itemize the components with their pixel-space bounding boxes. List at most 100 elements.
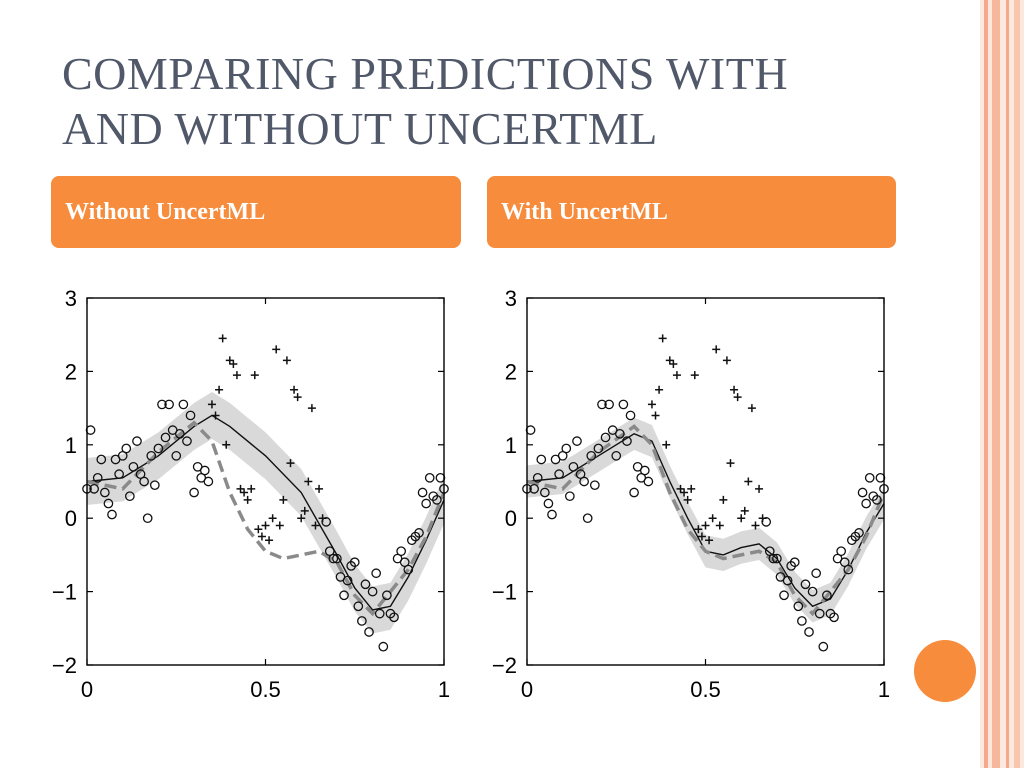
observation-circle <box>554 469 564 480</box>
observation-plus <box>293 393 302 402</box>
x-tick-label: 0 <box>521 677 533 702</box>
y-tick-label: 0 <box>505 506 517 531</box>
x-tick-label: 0.5 <box>690 677 721 702</box>
observation-circle <box>625 410 636 421</box>
observation-circle <box>382 590 392 601</box>
observation-circle <box>171 450 182 461</box>
observation-plus <box>715 521 724 530</box>
observation-circle <box>857 487 868 498</box>
observation-plus <box>744 477 753 486</box>
observation-circle <box>396 546 407 557</box>
observation-circle <box>568 461 579 472</box>
observation-plus <box>701 521 710 530</box>
observation-circle <box>153 443 164 454</box>
observation-circle <box>374 608 385 619</box>
observation-plus <box>261 521 270 530</box>
observation-plus <box>207 400 216 409</box>
observation-plus <box>268 514 277 523</box>
observation-circle <box>639 465 650 476</box>
observation-circle <box>789 557 800 568</box>
observation-circle <box>543 498 554 509</box>
observation-circle <box>103 498 114 509</box>
observation-circle <box>421 498 431 509</box>
observation-plus <box>726 459 735 468</box>
observation-circle <box>532 472 543 483</box>
observation-plus <box>751 521 760 530</box>
observation-circle <box>132 436 142 446</box>
y-tick-label: 0 <box>65 506 77 531</box>
observation-circle <box>432 495 442 505</box>
edge-bar-4 <box>1014 0 1020 768</box>
observation-circle <box>142 513 153 524</box>
observation-plus <box>683 495 692 504</box>
observation-circle <box>189 487 199 498</box>
observation-plus <box>665 356 674 365</box>
observation-plus <box>755 484 764 493</box>
observation-circle <box>96 454 107 465</box>
observation-circle <box>861 498 871 509</box>
observation-circle <box>360 579 371 590</box>
observation-circle <box>872 495 882 505</box>
observation-circle <box>536 454 547 465</box>
observation-plus <box>672 371 681 380</box>
observation-circle <box>107 509 117 520</box>
observation-circle <box>782 575 793 586</box>
observation-plus <box>215 385 224 394</box>
x-tick-label: 1 <box>438 677 450 702</box>
observation-circle <box>149 480 160 491</box>
observation-circle <box>829 612 839 623</box>
observation-plus <box>676 484 685 493</box>
y-tick-label: 2 <box>505 359 517 384</box>
y-tick-label: 2 <box>65 359 77 384</box>
edge-bar-2 <box>992 0 1000 768</box>
observation-circle <box>157 399 167 410</box>
observation-circle <box>797 616 807 626</box>
observation-plus <box>297 514 306 523</box>
observation-plus <box>229 360 238 369</box>
observation-circle <box>582 513 593 524</box>
observation-circle <box>564 491 575 502</box>
observation-circle <box>772 553 782 564</box>
observation-plus <box>694 525 703 534</box>
observation-plus <box>658 334 667 343</box>
observation-circle <box>818 641 829 652</box>
observation-circle <box>357 616 367 626</box>
with-uncertml-header: With UncertML <box>487 176 896 248</box>
uncertainty-band <box>87 391 444 634</box>
observation-circle <box>793 601 804 612</box>
edge-bar-3 <box>1006 0 1009 768</box>
observation-plus <box>272 345 281 354</box>
observation-plus <box>290 385 299 394</box>
observation-circle <box>164 399 174 410</box>
y-tick-label: −2 <box>492 653 517 678</box>
observation-plus <box>225 356 234 365</box>
observation-plus <box>211 411 220 420</box>
observation-plus <box>719 495 728 504</box>
dashed-true-function-line <box>86 420 446 617</box>
observation-plus <box>307 404 316 413</box>
observation-circle <box>822 590 832 601</box>
observation-plus <box>733 393 742 402</box>
observation-circle <box>174 428 185 439</box>
observation-circle <box>807 586 818 597</box>
observation-circle <box>561 443 572 454</box>
observation-plus <box>690 371 699 380</box>
observation-plus <box>240 488 249 497</box>
observation-circle <box>92 472 103 483</box>
observation-plus <box>265 536 274 545</box>
observation-plus <box>236 484 245 493</box>
observation-plus <box>311 521 320 530</box>
observation-circle <box>593 443 604 454</box>
observation-plus <box>708 514 717 523</box>
y-tick-label: 1 <box>505 433 517 458</box>
observation-circle <box>611 450 622 461</box>
slide-title: COMPARING PREDICTIONS WITH AND WITHOUT U… <box>62 48 789 154</box>
observation-plus <box>758 514 767 523</box>
observation-circle <box>342 575 353 586</box>
observation-plus <box>680 488 689 497</box>
observation-plus <box>222 440 231 449</box>
observation-circle <box>814 608 825 619</box>
observation-circle <box>804 627 814 637</box>
